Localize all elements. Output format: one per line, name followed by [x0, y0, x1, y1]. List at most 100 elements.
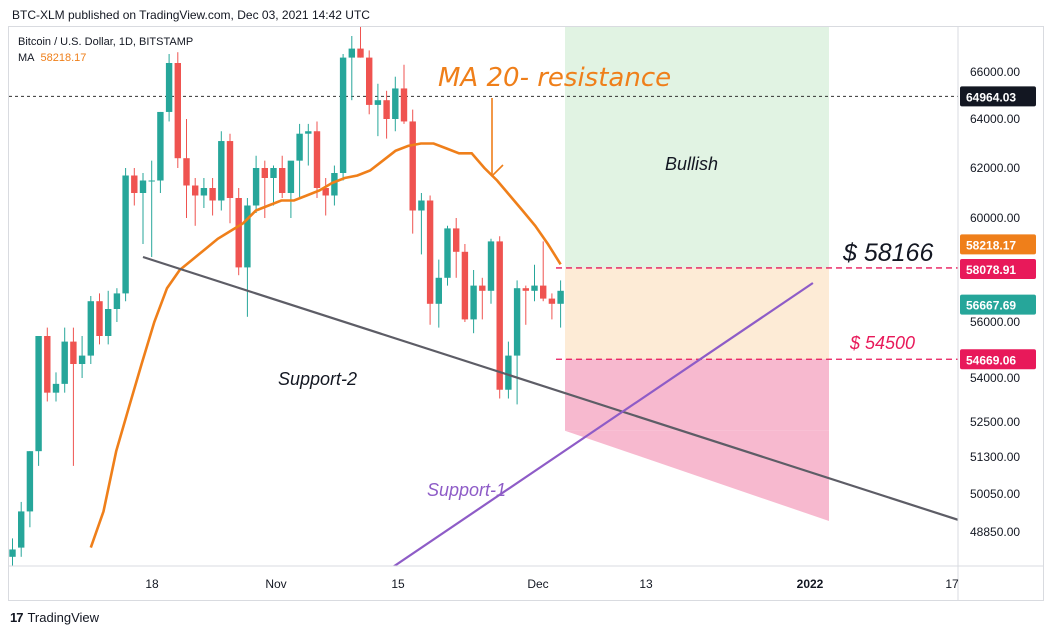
candle-body[interactable] [322, 188, 329, 196]
price-tag-label: 58078.91 [966, 263, 1016, 277]
x-axis-tick-label: Nov [265, 577, 286, 591]
candle-body[interactable] [148, 180, 155, 182]
price-tag-last [960, 294, 1036, 315]
ma-legend: MA 58218.17 [18, 52, 86, 64]
candle-body[interactable] [409, 121, 416, 211]
candle-body[interactable] [35, 336, 42, 452]
candle-body[interactable] [505, 355, 512, 390]
candle-body[interactable] [270, 168, 277, 178]
candle-body[interactable] [513, 288, 521, 356]
tradingview-logo-icon: 17 [10, 610, 24, 625]
candle-body[interactable] [183, 158, 190, 186]
candle-body[interactable] [244, 205, 251, 268]
target-zone [565, 267, 829, 360]
candle-body[interactable] [366, 57, 373, 105]
support-2-line[interactable] [142, 255, 1004, 535]
candle-body[interactable] [348, 48, 355, 58]
candle-body[interactable] [96, 301, 103, 336]
stop-zone [565, 359, 829, 431]
x-axis-tick-label: 13 [639, 577, 653, 591]
ma-resistance-annotation: MA 20- resistance [438, 63, 671, 93]
candle-body[interactable] [131, 175, 138, 194]
candle-body[interactable] [374, 100, 382, 105]
y-axis-tick-label: 62000.00 [970, 161, 1020, 175]
candle-body[interactable] [305, 131, 312, 134]
candle-body[interactable] [70, 341, 77, 364]
ma-legend-value: 58218.17 [40, 52, 87, 64]
price-tag-label: 56667.69 [966, 299, 1016, 313]
candle-body[interactable] [279, 168, 286, 193]
candle-body[interactable] [487, 241, 495, 291]
bullish-zone [565, 27, 829, 268]
candle-body[interactable] [61, 341, 68, 384]
price-tag-target [960, 258, 1036, 279]
tradingview-brand: TradingView [27, 610, 100, 625]
candle-body[interactable] [113, 293, 121, 309]
candle-body[interactable] [418, 200, 425, 211]
candle-body[interactable] [557, 290, 564, 304]
candle-body[interactable] [44, 336, 51, 393]
candle-body[interactable] [453, 228, 460, 252]
candle-body[interactable] [496, 241, 503, 390]
candle-body[interactable] [235, 198, 242, 268]
candle-body[interactable] [157, 111, 164, 181]
candle-body[interactable] [331, 173, 338, 196]
candle-body[interactable] [296, 133, 303, 161]
support-2-label: Support-2 [278, 369, 357, 389]
price-tag-label: 58218.17 [966, 238, 1016, 252]
candle-body[interactable] [426, 200, 434, 304]
candle-body[interactable] [218, 141, 225, 201]
candle-body[interactable] [122, 175, 129, 294]
candle-body[interactable] [87, 301, 94, 356]
x-axis-tick-label: 15 [391, 577, 405, 591]
x-axis-tick-label: 18 [145, 577, 159, 591]
candle-body[interactable] [383, 100, 390, 119]
candle-body[interactable] [461, 251, 469, 320]
stop-price-label: $ 54500 [849, 333, 915, 353]
candle-body[interactable] [174, 63, 181, 159]
support-1-label: Support-1 [427, 480, 506, 500]
candle-body[interactable] [105, 309, 112, 336]
price-tag-dark [960, 86, 1036, 107]
price-tag-label: 64964.03 [966, 90, 1016, 104]
candle-body[interactable] [252, 168, 260, 206]
candle-body[interactable] [165, 63, 173, 112]
stop-zone-wedge [565, 430, 829, 521]
y-axis-tick-label: 66000.00 [970, 65, 1020, 79]
price-tag-stop [960, 349, 1036, 370]
candle-body[interactable] [313, 131, 321, 188]
candle-body[interactable] [531, 285, 538, 291]
candle-body[interactable] [479, 285, 486, 291]
candle-body[interactable] [287, 160, 295, 193]
candle-body[interactable] [400, 88, 408, 122]
candle-body[interactable] [9, 549, 16, 557]
candle-body[interactable] [18, 511, 25, 548]
candle-body[interactable] [200, 188, 208, 196]
candle-body[interactable] [435, 277, 442, 304]
candle-body[interactable] [52, 383, 60, 393]
candle-body[interactable] [339, 57, 347, 173]
y-axis-tick-label: 56000.00 [970, 315, 1020, 329]
candle-body[interactable] [392, 88, 399, 119]
candle-body[interactable] [226, 141, 234, 198]
x-axis-tick-label: 17 [945, 577, 959, 591]
price-tag-label: 54669.06 [966, 353, 1016, 367]
target-price-label: $ 58166 [842, 239, 933, 267]
tradingview-footer: 17 TradingView [10, 610, 99, 625]
candle-body[interactable] [470, 285, 477, 320]
candle-body[interactable] [548, 298, 556, 304]
candle-body[interactable] [192, 185, 199, 196]
candle-body[interactable] [357, 48, 364, 58]
candle-body[interactable] [444, 228, 451, 278]
y-axis-tick-label: 51300.00 [970, 450, 1020, 464]
candle-body[interactable] [139, 180, 147, 194]
support-1-line[interactable] [369, 282, 814, 583]
candle-body[interactable] [261, 168, 268, 178]
y-axis-tick-label: 64000.00 [970, 112, 1020, 126]
candle-body[interactable] [522, 288, 529, 291]
candle-body[interactable] [540, 285, 547, 299]
candle-body[interactable] [209, 188, 216, 201]
candle-body[interactable] [26, 451, 34, 512]
candle-body[interactable] [78, 355, 86, 364]
